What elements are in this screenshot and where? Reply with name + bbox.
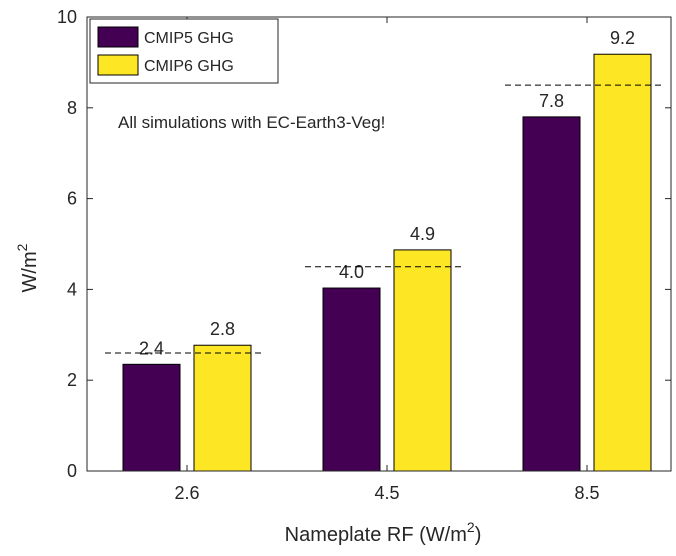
y-tick-label: 0 <box>67 461 77 481</box>
x-label-main: Nameplate RF (W/m <box>285 524 467 546</box>
y-tick-label: 2 <box>67 370 77 390</box>
y-tick-label: 4 <box>67 279 77 299</box>
x-label-end: ) <box>475 524 482 546</box>
y-tick-label: 10 <box>57 7 77 27</box>
legend-label: CMIP6 GHG <box>144 58 234 75</box>
bar <box>593 53 652 472</box>
value-label: 4.9 <box>410 224 435 244</box>
x-tick-label: 8.5 <box>574 483 599 503</box>
legend-swatch <box>97 26 139 48</box>
y-label-main: W/m <box>19 251 41 292</box>
x-axis-label: Nameplate RF (W/m2) <box>285 519 482 546</box>
annotation: All simulations with EC-Earth3-Veg! <box>118 113 385 132</box>
y-label-sup: 2 <box>14 243 30 251</box>
bar <box>322 287 381 472</box>
bar <box>122 363 181 472</box>
axes-frame <box>86 16 672 472</box>
x-tick-label: 2.6 <box>174 483 199 503</box>
bar <box>193 344 252 472</box>
x-tick-label: 4.5 <box>374 483 399 503</box>
legend-label: CMIP5 GHG <box>144 30 234 47</box>
value-label: 4.0 <box>339 262 364 282</box>
value-label: 2.8 <box>210 319 235 339</box>
y-tick-label: 6 <box>67 189 77 209</box>
bar <box>393 249 452 472</box>
bar <box>522 116 581 472</box>
value-label: 7.8 <box>539 91 564 111</box>
value-label: 2.4 <box>139 338 164 358</box>
y-axis-label: W/m2 <box>14 243 41 292</box>
x-label-sup: 2 <box>467 519 475 535</box>
y-tick-label: 8 <box>67 98 77 118</box>
value-label: 9.2 <box>610 28 635 48</box>
legend-swatch <box>97 54 139 76</box>
